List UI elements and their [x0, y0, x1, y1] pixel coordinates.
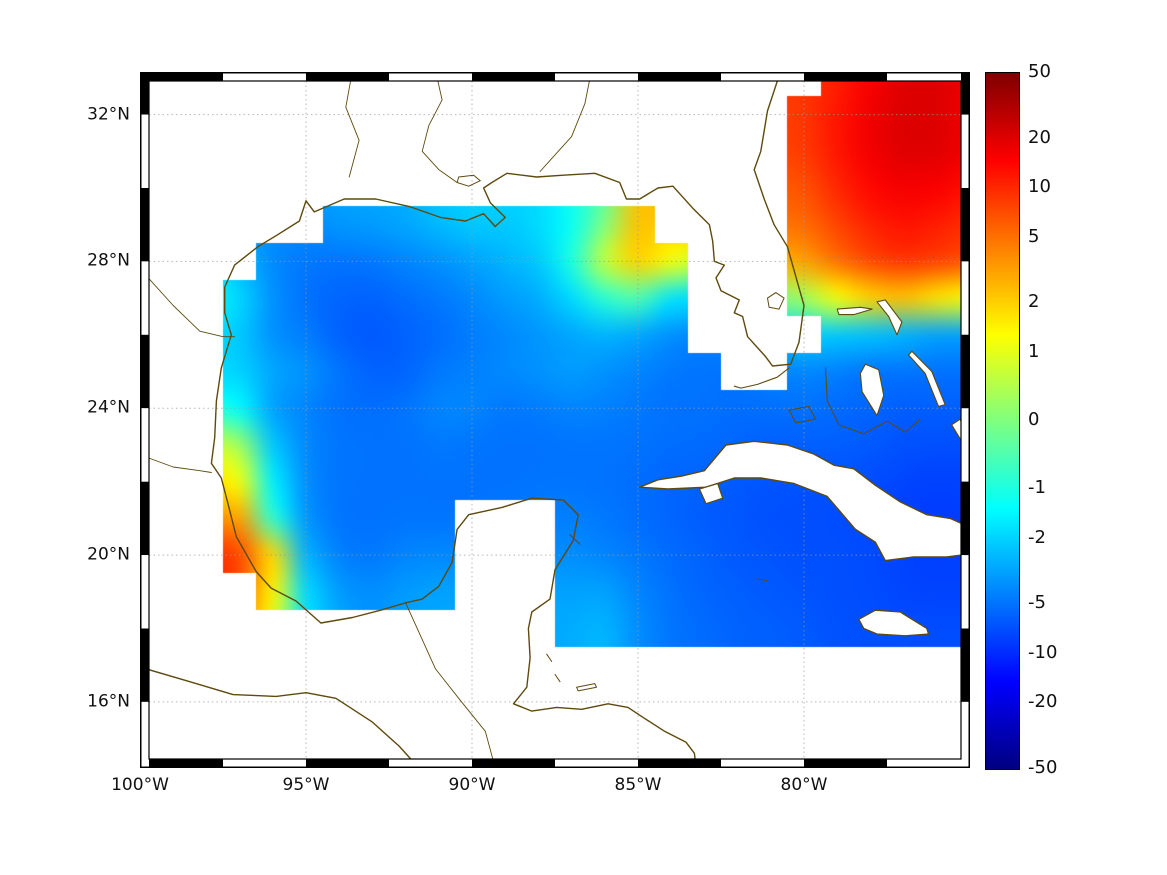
colorbar-tick-label: -50 [1028, 757, 1058, 778]
frame-band [306, 759, 389, 768]
frame-band [389, 759, 472, 768]
frame-band [472, 759, 555, 768]
frame-band [223, 759, 306, 768]
coastline-florida-keys [733, 367, 790, 389]
coastline-pacific-coast [140, 666, 420, 768]
coastline-roatan [576, 683, 597, 692]
lon-tick-label: 85°W [614, 775, 662, 795]
frame-band [961, 334, 970, 409]
coastline-abaco [876, 299, 903, 336]
frame-band [721, 72, 804, 81]
colorbar-tick-label: 0 [1028, 409, 1040, 430]
frame-band [961, 188, 970, 262]
frame-band [804, 72, 887, 81]
coastline-lake-okeechobee [767, 292, 785, 310]
map-plot [140, 72, 970, 768]
coastline-jamaica [858, 609, 930, 637]
frame-band [961, 481, 970, 556]
colorbar-tick-label: 20 [1028, 126, 1051, 148]
coastline-rio-grande [146, 275, 236, 338]
frame-band [140, 261, 149, 335]
coastline-eleuthera [908, 350, 946, 407]
colorbar-tick-label: 5 [1028, 225, 1040, 247]
colorbar [985, 72, 1020, 770]
coastline-belize-cay-2 [554, 673, 561, 683]
frame-band [887, 759, 970, 768]
frame-band [961, 628, 970, 702]
colorbar-tick-label: -10 [1028, 641, 1058, 663]
lon-tick-label: 90°W [448, 775, 496, 795]
lat-tick-label: 20°N [87, 544, 130, 565]
lat-tick-label: 16°N [87, 691, 130, 712]
frame-band [223, 72, 306, 81]
coastline-grand-cayman [757, 578, 768, 582]
coastline-sabine-river [345, 72, 360, 178]
frame-band [472, 72, 555, 81]
frame-band [721, 759, 804, 768]
frame-band [961, 261, 970, 335]
frame-band [140, 555, 149, 629]
colorbar-tick-label: -2 [1028, 526, 1046, 548]
frame-band [887, 72, 970, 81]
colorbar-tick-label: -20 [1028, 691, 1058, 713]
heatmap-canvas [140, 72, 970, 768]
lon-tick-label: 100°W [111, 775, 169, 795]
colorbar-tick-label: 2 [1028, 291, 1040, 313]
frame-band [140, 481, 149, 556]
frame-band [961, 114, 970, 188]
frame-band [804, 759, 887, 768]
lon-tick-label: 95°W [282, 775, 330, 795]
coastline-belize-cay-1 [546, 653, 553, 662]
coastline-usumacinta-river [405, 602, 496, 768]
colorbar-tick-label: 1 [1028, 340, 1040, 362]
frame-band [306, 72, 389, 81]
coastline-cay-sal-bank [788, 405, 817, 424]
frame-band [555, 759, 638, 768]
colorbar-canvas [986, 73, 1019, 769]
frame-band [638, 72, 721, 81]
colorbar-tick-label: -1 [1028, 477, 1046, 499]
frame-band [140, 72, 223, 81]
coastline-lake-pontchartrain [456, 174, 481, 187]
colorbar-tick-label: 10 [1028, 176, 1051, 198]
coastline-panuco-river [142, 455, 212, 473]
lon-tick-label: 80°W [780, 775, 828, 795]
frame-outer-border [140, 72, 970, 768]
frame-band [389, 72, 472, 81]
coastline-cozumel [569, 534, 581, 545]
frame-band [140, 628, 149, 702]
coastline-isla-juventud [698, 482, 724, 505]
frame-band [140, 114, 149, 188]
frame-band [140, 408, 149, 482]
frame-band [140, 701, 149, 768]
coastline-grand-bahama [836, 306, 873, 316]
lat-tick-label: 32°N [87, 104, 130, 125]
frame-inner-border [148, 80, 962, 760]
colorbar-tick-label: 50 [1028, 61, 1051, 82]
frame-band [140, 72, 149, 115]
frame-band [961, 701, 970, 768]
frame-band [555, 72, 638, 81]
lat-tick-label: 24°N [87, 397, 130, 418]
frame-band [140, 334, 149, 409]
frame-band [961, 408, 970, 482]
lat-tick-label: 28°N [87, 250, 130, 271]
coastline-mainland [210, 72, 805, 768]
coastline-andros [859, 363, 885, 417]
frame-band [140, 759, 223, 768]
coastline-mississippi-river [421, 72, 458, 183]
map-overlay [140, 72, 970, 768]
frame-band [638, 759, 721, 768]
frame-band [961, 72, 970, 115]
coastline-bahama-bank-edge [825, 367, 921, 435]
colorbar-tick-label: -5 [1028, 592, 1046, 614]
coastline-alabama-river [539, 72, 592, 172]
frame-band [961, 555, 970, 629]
coastline-cuba [639, 440, 970, 562]
frame-band [140, 188, 149, 262]
